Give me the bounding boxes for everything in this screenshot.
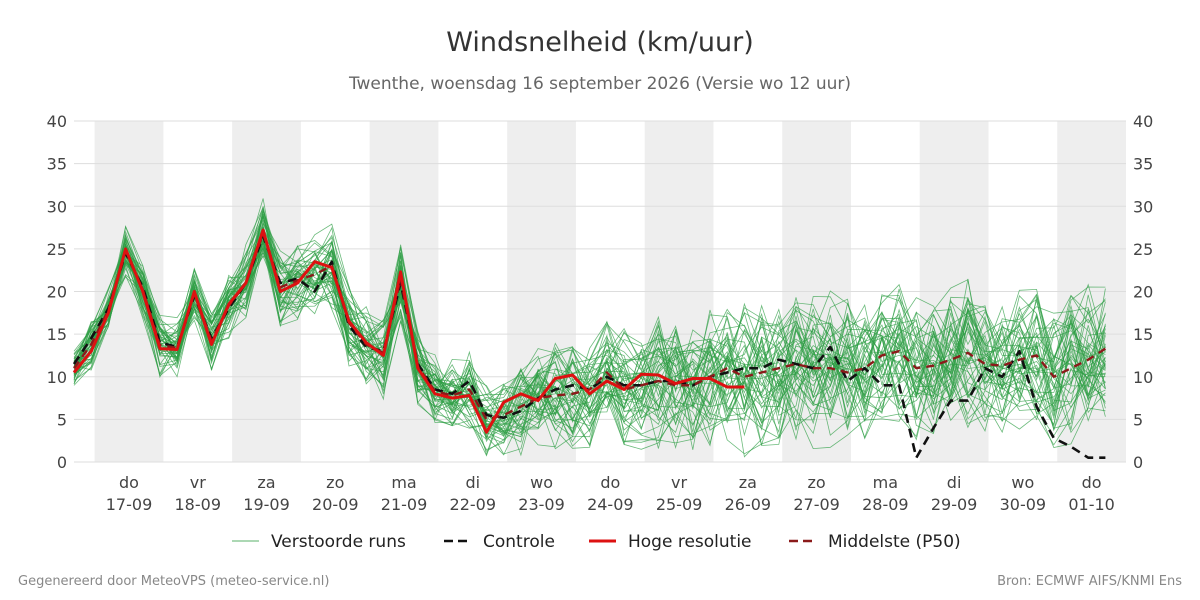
legend-label-1: Verstoorde runs: [271, 532, 406, 552]
ensemble-run-39: [73, 208, 1106, 417]
x-tick-weekday-30-09: wo: [1011, 473, 1034, 492]
x-tick-date-20-09: 20-09: [312, 495, 359, 514]
main-series: [72, 228, 1107, 460]
x-axis: do 17-09 vr 18-09 za 19-09 zo 20-09 ma 21-09 di 22-…: [106, 473, 1115, 514]
x-tick-weekday-29-09: di: [947, 473, 962, 492]
ensemble-run-35: [73, 215, 1106, 428]
x-tick-weekday-25-09: vr: [671, 473, 687, 492]
y-tick-right-40: 40: [1133, 112, 1153, 131]
y-tick-left-40: 40: [47, 112, 67, 131]
ensemble-run-50: [73, 226, 1106, 457]
y-tick-left-10: 10: [47, 368, 67, 387]
y-axis-left: 0 5 10 15 20 25 30 35 40: [47, 112, 67, 472]
y-tick-right-15: 15: [1133, 325, 1153, 344]
y-tick-right-0: 0: [1133, 453, 1143, 472]
x-tick-date-25-09: 25-09: [656, 495, 703, 514]
ensemble-run-24: [73, 223, 1106, 450]
y-tick-left-5: 5: [57, 410, 67, 429]
legend-label-2: Controle: [483, 532, 555, 552]
x-tick-date-22-09: 22-09: [450, 495, 497, 514]
ensemble-run-20: [73, 226, 1106, 434]
y-tick-right-35: 35: [1133, 155, 1153, 174]
x-tick-weekday-20-09: zo: [326, 473, 344, 492]
x-tick-weekday-26-09: za: [739, 473, 757, 492]
series-controle: [72, 234, 1106, 460]
x-tick-date-21-09: 21-09: [381, 495, 428, 514]
x-tick-weekday-01-10: do: [1082, 473, 1102, 492]
x-tick-weekday-24-09: do: [600, 473, 620, 492]
legend: Verstoorde runs Controle Hoge resolutie Mid…: [232, 532, 961, 552]
y-tick-right-10: 10: [1133, 368, 1153, 387]
x-tick-date-17-09: 17-09: [106, 495, 153, 514]
x-tick-weekday-21-09: ma: [391, 473, 416, 492]
x-tick-weekday-22-09: di: [465, 473, 480, 492]
y-tick-left-30: 30: [47, 197, 67, 216]
y-tick-right-25: 25: [1133, 240, 1153, 259]
ensemble-run-45: [73, 198, 1106, 399]
x-tick-date-27-09: 27-09: [793, 495, 840, 514]
y-tick-left-0: 0: [57, 453, 67, 472]
ensemble-run-30: [73, 216, 1106, 409]
ensemble-run-49: [73, 210, 1106, 425]
plot-area: [72, 198, 1107, 460]
y-tick-left-35: 35: [47, 155, 67, 174]
x-tick-date-26-09: 26-09: [725, 495, 772, 514]
y-axis-right: 0 5 10 15 20 25 30 35 40: [1133, 112, 1153, 472]
footer-generated-by: Gegenereerd door MeteoVPS (meteo-service…: [18, 574, 329, 589]
ensemble-run-42: [73, 244, 1106, 435]
ensemble-run-40: [73, 241, 1106, 447]
ensemble-run-44: [73, 252, 1106, 440]
y-tick-right-30: 30: [1133, 197, 1153, 216]
legend-label-4: Middelste (P50): [828, 532, 961, 552]
x-tick-weekday-17-09: do: [119, 473, 139, 492]
y-tick-left-15: 15: [47, 325, 67, 344]
x-tick-weekday-19-09: za: [257, 473, 275, 492]
legend-label-3: Hoge resolutie: [628, 532, 752, 552]
grid-lines: [74, 120, 1126, 463]
y-tick-left-25: 25: [47, 240, 67, 259]
x-tick-date-28-09: 28-09: [862, 495, 909, 514]
y-tick-left-20: 20: [47, 283, 67, 302]
x-tick-date-30-09: 30-09: [1000, 495, 1047, 514]
x-tick-date-19-09: 19-09: [243, 495, 290, 514]
x-tick-weekday-18-09: vr: [190, 473, 206, 492]
x-tick-weekday-27-09: zo: [807, 473, 825, 492]
x-tick-weekday-28-09: ma: [873, 473, 898, 492]
x-tick-date-01-10: 01-10: [1068, 495, 1115, 514]
y-tick-right-20: 20: [1133, 283, 1153, 302]
x-tick-date-18-09: 18-09: [175, 495, 222, 514]
chart-subtitle: Twenthe, woensdag 16 september 2026 (Ver…: [348, 74, 851, 94]
x-tick-date-23-09: 23-09: [518, 495, 565, 514]
footer-source: Bron: ECMWF AIFS/KNMI Ens: [997, 574, 1182, 589]
x-tick-weekday-23-09: wo: [530, 473, 553, 492]
series-hoge-resolutie: [72, 228, 745, 434]
chart-title: Windsnelheid (km/uur): [446, 27, 754, 58]
x-tick-date-29-09: 29-09: [931, 495, 978, 514]
y-tick-right-5: 5: [1133, 410, 1143, 429]
x-tick-date-24-09: 24-09: [587, 495, 634, 514]
